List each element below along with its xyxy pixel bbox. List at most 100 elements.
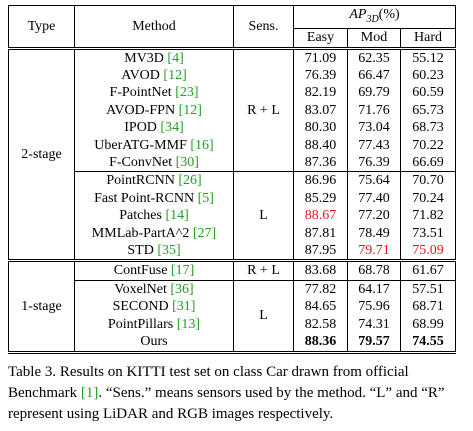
method-ref: [31] — [172, 299, 196, 315]
method-name: AVOD-FPN — [106, 102, 176, 118]
method-cell: F-PointNet [23] — [74, 84, 234, 102]
method-ref: [35] — [157, 243, 181, 259]
method-name: ContFuse — [113, 263, 168, 279]
value-easy: 87.81 — [293, 224, 348, 243]
method-ref: [4] — [167, 50, 184, 66]
value-hard: 60.59 — [400, 84, 456, 102]
table-row: F-PointNet [23] 82.19 69.79 60.59 — [9, 84, 456, 102]
value-hard: 61.67 — [400, 260, 456, 281]
value-mod: 68.78 — [347, 260, 401, 281]
method-name: Ours — [140, 334, 168, 350]
value-mod: 73.04 — [347, 119, 401, 137]
method-cell: AVOD-FPN [12] — [74, 101, 234, 120]
value-easy: 82.58 — [293, 315, 348, 334]
sens-cell: L — [233, 171, 294, 263]
header-sens-label: Sens. — [248, 18, 279, 34]
value-mod: 79.57 — [347, 333, 401, 354]
value-hard: 73.51 — [400, 224, 456, 243]
method-name: F-ConvNet — [109, 155, 173, 171]
table-row: 2-stage MV3D [4] R + L 71.09 62.35 55.12 — [8, 48, 456, 263]
value-hard: 68.73 — [400, 119, 456, 137]
value-easy: 80.30 — [293, 119, 348, 137]
value-hard: 71.82 — [400, 207, 456, 225]
method-ref: [34] — [160, 120, 184, 136]
header-easy: Easy — [293, 28, 348, 50]
value-hard: 66.69 — [400, 154, 456, 173]
method-name: SECOND — [112, 299, 169, 315]
value-mod: 78.49 — [347, 224, 401, 243]
value-hard: 68.71 — [400, 298, 456, 316]
header-row: Type Method Sens. AP3D(%) — [8, 4, 456, 50]
method-ref: [30] — [175, 155, 199, 171]
method-name: STD — [127, 243, 154, 259]
method-ref: [13] — [176, 316, 201, 332]
method-cell: ContFuse [17] — [74, 260, 234, 281]
value-mod: 77.40 — [347, 189, 401, 208]
method-cell: IPOD [34] — [74, 119, 234, 137]
value-easy: 87.95 — [293, 242, 348, 263]
ap-unit: (%) — [378, 7, 400, 22]
method-ref: [12] — [163, 68, 187, 84]
table-row: AVOD [12] 76.39 66.47 60.23 — [9, 67, 456, 85]
value-mod: 76.39 — [347, 154, 401, 173]
table-row: Ours 88.36 79.57 74.55 — [9, 333, 456, 354]
results-table: Type Method Sens. AP3D(%) Easy Mod Hard … — [8, 4, 456, 354]
header-mod: Mod — [347, 28, 401, 50]
value-easy: 77.82 — [293, 279, 348, 299]
value-mod: 62.35 — [347, 48, 401, 68]
value-mod: 77.43 — [347, 136, 401, 155]
method-cell: PointRCNN [26] — [74, 171, 234, 190]
group-type: 1-stage — [8, 260, 75, 354]
method-cell: F-ConvNet [30] — [74, 154, 234, 173]
table-row: F-ConvNet [30] 87.36 76.39 66.69 — [9, 154, 456, 173]
method-cell: MMLab-PartA^2 [27] — [74, 224, 234, 243]
table-row: IPOD [34] 80.30 73.04 68.73 — [9, 119, 456, 137]
value-easy: 82.19 — [293, 84, 348, 102]
method-name: AVOD — [121, 68, 160, 84]
method-cell: STD [35] — [74, 242, 234, 263]
method-cell: MV3D [4] — [74, 48, 234, 68]
table-row: AVOD-FPN [12] 83.07 71.76 65.73 — [9, 101, 456, 120]
value-hard: 65.73 — [400, 101, 456, 120]
method-ref: [5] — [197, 190, 214, 206]
value-easy: 71.09 — [293, 48, 348, 68]
caption-text-2: . “Sens.” means sensors used by the meth… — [8, 385, 445, 422]
method-name: VoxelNet — [114, 281, 167, 297]
value-hard: 68.99 — [400, 315, 456, 334]
value-hard: 70.70 — [400, 171, 456, 190]
group-type: 2-stage — [8, 48, 75, 263]
method-name: Patches — [119, 208, 162, 224]
value-hard: 60.23 — [400, 67, 456, 85]
table-row: VoxelNet [36] L 77.82 64.17 57.51 — [9, 279, 456, 354]
value-easy: 88.40 — [293, 136, 348, 155]
method-cell: Ours — [74, 333, 234, 354]
method-name: Fast Point-RCNN — [94, 190, 195, 206]
table-row: PointRCNN [26] L 86.96 75.64 70.70 — [9, 171, 456, 263]
method-ref: [14] — [165, 208, 189, 224]
value-easy: 83.07 — [293, 101, 348, 120]
caption-text-1: Table 3. Results on KITTI test set on cl… — [8, 364, 409, 401]
method-name: MMLab-PartA^2 — [91, 225, 190, 241]
method-name: UberATG-MMF — [94, 137, 187, 153]
caption-ref: [1] — [80, 385, 99, 401]
header-hard: Hard — [400, 28, 456, 50]
method-cell: VoxelNet [36] — [74, 279, 234, 299]
table-row: MMLab-PartA^2 [27] 87.81 78.49 73.51 — [9, 224, 456, 243]
value-easy: 83.68 — [293, 260, 348, 281]
method-name: MV3D — [124, 50, 164, 66]
method-name: PointPillars — [107, 316, 174, 332]
method-ref: [36] — [170, 281, 194, 297]
value-easy: 87.36 — [293, 154, 348, 173]
ap-subscript: 3D — [366, 13, 379, 25]
value-mod: 79.71 — [347, 242, 401, 263]
value-mod: 69.79 — [347, 84, 401, 102]
value-mod: 75.96 — [347, 298, 401, 316]
table-row: SECOND [31] 84.65 75.96 68.71 — [9, 298, 456, 316]
table-row: STD [35] 87.95 79.71 75.09 — [9, 242, 456, 263]
value-mod: 74.31 — [347, 315, 401, 334]
method-ref: [17] — [170, 263, 195, 279]
value-easy: 76.39 — [293, 67, 348, 85]
table-caption: Table 3. Results on KITTI test set on cl… — [8, 362, 468, 425]
value-hard: 57.51 — [400, 279, 456, 299]
value-easy: 88.67 — [293, 207, 348, 225]
